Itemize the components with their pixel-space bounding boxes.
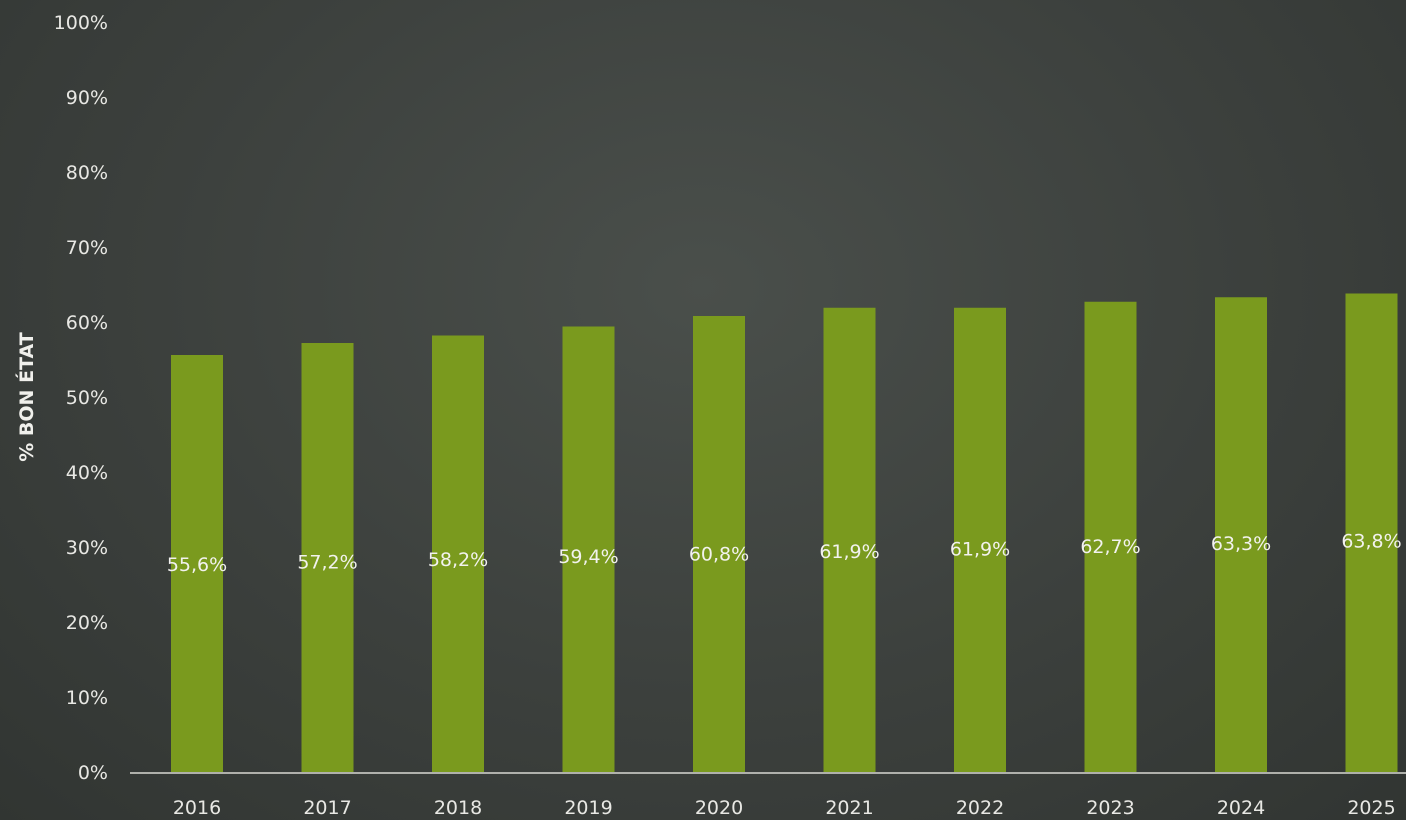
y-axis-title: % BON ÉTAT: [15, 332, 38, 461]
x-tick-label: 2025: [1347, 797, 1395, 819]
data-label: 63,3%: [1211, 533, 1271, 555]
y-tick-label: 100%: [54, 12, 108, 34]
bar-2019: [562, 326, 615, 772]
x-tick-label: 2017: [303, 797, 351, 819]
x-tick-label: 2022: [956, 797, 1004, 819]
y-tick-label: 0%: [78, 762, 108, 784]
x-axis-ticks: 2016 2017 2018 2019 2020 2021 2022 2023 2024 2025: [173, 797, 1396, 819]
y-tick-label: 50%: [66, 387, 108, 409]
x-tick-label: 2019: [564, 797, 612, 819]
y-tick-label: 20%: [66, 612, 108, 634]
bar-2017: [301, 343, 354, 772]
data-label: 63,8%: [1341, 531, 1401, 553]
y-tick-label: 70%: [66, 237, 108, 259]
x-tick-label: 2020: [695, 797, 743, 819]
bars: [171, 293, 1398, 772]
bar-2018: [432, 335, 484, 772]
y-tick-label: 10%: [66, 687, 108, 709]
bar-2016: [171, 355, 223, 772]
data-label: 61,9%: [950, 538, 1010, 560]
x-tick-label: 2018: [434, 797, 482, 819]
data-labels: 55,6% 57,2% 58,2% 59,4% 60,8% 61,9% 61,9% 62,7%…: [167, 531, 1402, 576]
y-tick-label: 40%: [66, 462, 108, 484]
x-tick-label: 2024: [1217, 797, 1265, 819]
data-label: 59,4%: [558, 546, 618, 568]
x-tick-label: 2021: [825, 797, 873, 819]
y-tick-label: 80%: [66, 162, 108, 184]
y-tick-label: 30%: [66, 537, 108, 559]
bar-2023: [1084, 301, 1137, 772]
bar-2022: [954, 307, 1006, 772]
y-tick-label: 90%: [66, 87, 108, 109]
x-tick-label: 2016: [173, 797, 221, 819]
data-label: 57,2%: [297, 551, 357, 573]
data-label: 60,8%: [689, 544, 749, 566]
data-label: 62,7%: [1080, 536, 1140, 558]
bar-2025: [1345, 293, 1398, 772]
bar-2024: [1215, 297, 1267, 772]
y-axis-ticks: 0% 10% 20% 30% 40% 50% 60% 70% 80% 90% 100%: [54, 12, 108, 784]
data-label: 58,2%: [428, 549, 488, 571]
bar-2021: [823, 307, 876, 772]
data-label: 55,6%: [167, 554, 227, 576]
x-tick-label: 2023: [1086, 797, 1134, 819]
data-label: 61,9%: [819, 541, 879, 563]
y-tick-label: 60%: [66, 312, 108, 334]
bar-2020: [693, 316, 745, 772]
